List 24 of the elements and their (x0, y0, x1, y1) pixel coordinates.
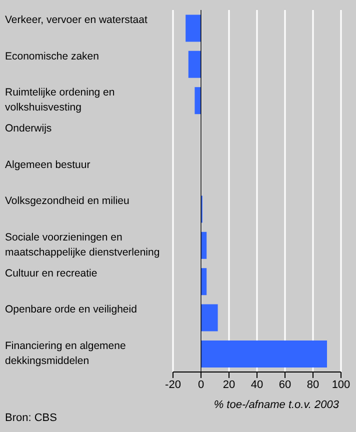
x-axis-title: % toe-/afname t.o.v. 2003 (214, 399, 340, 411)
bar (186, 14, 201, 42)
x-tick-label: -20 (165, 378, 181, 391)
bar (194, 87, 201, 114)
y-tick-label: Verkeer, vervoer en waterstaat (5, 14, 148, 26)
y-tick-label: Cultuur en recreatie (5, 267, 98, 280)
y-tick-label: Openbare orde en veiligheid (5, 303, 138, 316)
x-tick-label: 80 (306, 378, 320, 391)
y-tick-label: Sociale voorzieningen en maatschappelijke dienstverlening (5, 231, 160, 258)
bar (188, 50, 201, 78)
bar (201, 304, 218, 332)
y-tick-label: Ruimtelijke ordening en volkshuisvesting (5, 86, 115, 114)
y-tick-label: Volksgezondheid en milieu (5, 194, 130, 207)
bar (201, 340, 327, 368)
y-tick-label: Financiering en algemene dekkingsmiddelen (5, 340, 126, 367)
text: Bron: CBS (5, 412, 57, 424)
x-tick-label: 0 (198, 378, 204, 391)
x-tick-label: 60 (278, 378, 292, 391)
y-tick-label: Algemeen bestuur (5, 158, 91, 171)
x-tick-label: 100 (332, 378, 350, 391)
x-tick-label: 20 (222, 378, 236, 391)
y-tick-label: Onderwijs (5, 122, 52, 134)
x-tick-label: 40 (250, 378, 264, 391)
y-tick-label: Economische zaken (5, 50, 100, 62)
